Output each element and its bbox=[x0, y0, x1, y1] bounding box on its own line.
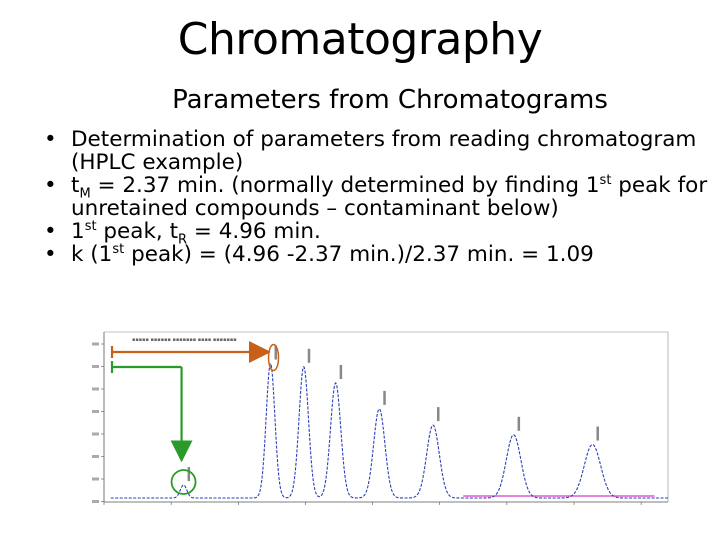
bullet-list: Determination of parameters from reading… bbox=[40, 128, 710, 266]
peak-label bbox=[383, 390, 386, 405]
annotations bbox=[110, 341, 280, 495]
peak-label bbox=[339, 364, 343, 379]
peak-label bbox=[187, 467, 191, 482]
peak-labels bbox=[187, 345, 599, 482]
y-tick-label bbox=[92, 410, 99, 413]
chromatogram-chart: ▪▪▪▪▪ ▪▪▪▪▪▪ ▪▪▪▪▪▪▪ ▪▪▪▪ ▪▪▪▪▪▪▪ bbox=[92, 331, 669, 505]
y-tick-label bbox=[92, 365, 99, 368]
y-tick-label bbox=[92, 477, 99, 481]
y-tick-label bbox=[92, 455, 99, 458]
peak-label bbox=[274, 345, 278, 360]
bullet-item: Determination of parameters from reading… bbox=[40, 128, 710, 174]
peak-label bbox=[437, 407, 440, 422]
peak-label bbox=[517, 416, 521, 431]
bullet-item: k (1st peak) = (4.96 -2.37 min.)/2.37 mi… bbox=[40, 243, 710, 266]
tM-highlight-circle bbox=[170, 469, 197, 495]
chromatogram-trace bbox=[110, 362, 668, 499]
y-tick-label bbox=[92, 342, 99, 346]
y-tick-label bbox=[92, 432, 99, 436]
bullet-item: tM = 2.37 min. (normally determined by f… bbox=[40, 174, 710, 220]
peak-label bbox=[307, 348, 311, 363]
axis-ticks bbox=[92, 342, 642, 505]
y-tick-label bbox=[92, 387, 99, 391]
slide-title: Chromatography bbox=[177, 14, 543, 65]
slide-subtitle: Parameters from Chromatograms bbox=[172, 85, 608, 115]
y-tick-label bbox=[92, 500, 99, 503]
peak-label bbox=[596, 426, 599, 441]
bullet-item: 1st peak, tR = 4.96 min. bbox=[40, 220, 710, 246]
tR-highlight-circle bbox=[267, 343, 280, 372]
chart-header-text: ▪▪▪▪▪ ▪▪▪▪▪▪ ▪▪▪▪▪▪▪ ▪▪▪▪ ▪▪▪▪▪▪▪ bbox=[132, 337, 237, 343]
